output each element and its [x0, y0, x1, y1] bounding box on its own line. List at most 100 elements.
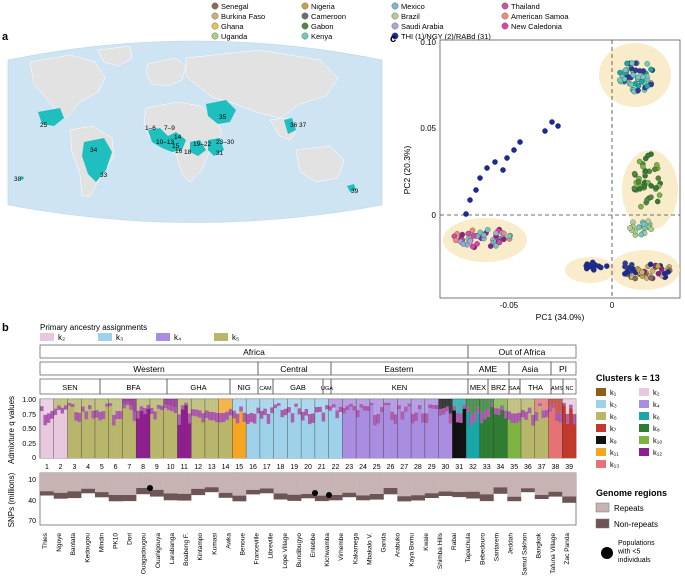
subregion-pi: PI: [559, 364, 567, 374]
snp-repeats-bar: [424, 473, 439, 494]
admix-bar-segment: [283, 399, 288, 409]
pop-number: 21: [318, 464, 326, 471]
snp-nonrepeats-bar: [438, 491, 453, 496]
snp-repeats-bar: [149, 473, 164, 490]
admix-bar-segment: [517, 412, 522, 422]
admix-bar-segment: [136, 410, 140, 419]
pop-number: 33: [483, 464, 491, 471]
snp-nonrepeats-bar: [218, 492, 233, 498]
pop-name: Jeddah: [508, 533, 515, 555]
admix-bar-segment: [156, 404, 161, 409]
panel-label-a: a: [2, 31, 9, 43]
pop-name: Rabai: [451, 533, 458, 550]
admix-bar-segment: [362, 399, 367, 406]
admix-bar-segment: [249, 399, 254, 413]
pop-number: 35: [510, 464, 518, 471]
admix-bar-segment: [510, 423, 515, 458]
cluster-swatch: [639, 412, 649, 420]
admix-bar-segment: [263, 399, 268, 409]
admix-bar-segment: [462, 404, 467, 409]
pca-point: [640, 221, 647, 227]
admix-bar-segment: [521, 410, 525, 418]
admix-bar-segment: [184, 405, 189, 458]
admix-bar-segment: [235, 423, 240, 458]
legend-label: Gabon: [311, 22, 334, 31]
admix-bar-segment: [445, 399, 450, 407]
snp-nonrepeats-bar: [328, 495, 343, 501]
admix-bar-segment: [342, 399, 347, 408]
cluster-swatch: [596, 460, 606, 468]
admix-bar-segment: [328, 406, 333, 411]
admix-bar-segment: [424, 423, 429, 458]
admix-bar-segment: [417, 409, 422, 458]
admix-bar-segment: [493, 408, 498, 415]
pca-point: [630, 72, 637, 78]
admix-bar-segment: [259, 410, 264, 419]
pca-point: [648, 275, 654, 281]
admix-bar-segment: [163, 408, 168, 458]
admix-bar-segment: [132, 421, 137, 458]
admix-bar-segment: [287, 399, 292, 408]
admix-bar-segment: [490, 403, 494, 407]
primary-swatch: [156, 333, 170, 341]
admix-bar-segment: [387, 399, 391, 403]
admix-bar-segment: [208, 399, 213, 412]
pop-name: Kintampo: [197, 533, 204, 561]
admix-bar-segment: [369, 402, 374, 406]
admix-bar-segment: [431, 404, 436, 409]
country-label: MEX: [470, 383, 486, 392]
pca-point: [648, 183, 654, 189]
panel-label-b: b: [2, 322, 9, 334]
admix-bar-segment: [318, 412, 323, 458]
snp-repeats-bar: [493, 473, 508, 488]
admix-bar-segment: [311, 413, 316, 423]
cluster-swatch: [596, 412, 606, 420]
primary-swatch: [98, 333, 112, 341]
pca-point: [511, 147, 517, 153]
admix-bar-segment: [490, 399, 494, 404]
snp-y-tick: 40: [28, 498, 36, 505]
admix-bar-segment: [74, 420, 79, 458]
admix-bar-segment: [572, 414, 577, 425]
admix-bar-segment: [565, 413, 570, 424]
pca-plot: [439, 39, 681, 299]
pca-point: [636, 224, 642, 231]
admix-bar-segment: [435, 408, 439, 458]
admix-bar-segment: [43, 425, 48, 458]
pop-number: 30: [442, 464, 450, 471]
admix-bar-segment: [486, 399, 491, 410]
admix-bar-segment: [476, 407, 481, 413]
pca-point: [459, 231, 466, 238]
admix-bar-segment: [290, 399, 295, 414]
pca-point: [648, 66, 654, 73]
legend-swatch: [501, 2, 509, 10]
snp-repeats-bar: [40, 473, 54, 492]
pca-y-tick: 0.10: [420, 38, 436, 47]
admix-bar-segment: [125, 399, 130, 403]
admix-bar-segment: [411, 413, 415, 424]
admix-bar-segment: [122, 408, 127, 458]
admix-bar-segment: [46, 413, 51, 423]
pca-point: [627, 225, 633, 231]
admix-bar-segment: [239, 406, 244, 412]
admix-bar-segment: [462, 399, 467, 405]
pca-point: [517, 139, 523, 145]
admix-bar-segment: [40, 406, 44, 411]
admix-bar-segment: [119, 411, 123, 420]
pop-number: 13: [208, 464, 216, 471]
admix-bar-segment: [201, 399, 206, 414]
snp-nonrepeats-bar: [136, 488, 151, 495]
admix-bar-segment: [139, 399, 144, 407]
pop-name: Ouahigouya: [155, 533, 162, 568]
admix-bar-segment: [390, 420, 395, 458]
pop-number: 1: [45, 464, 49, 471]
snp-nonrepeats-bar: [53, 492, 68, 499]
pca-point: [640, 74, 646, 80]
legend-swatch: [301, 32, 309, 40]
admix-bar-segment: [490, 406, 494, 458]
admix-bar-segment: [98, 399, 103, 412]
cluster-swatch: [596, 388, 606, 396]
admix-bar-segment: [321, 412, 326, 422]
pop-name: Awka: [225, 533, 232, 549]
